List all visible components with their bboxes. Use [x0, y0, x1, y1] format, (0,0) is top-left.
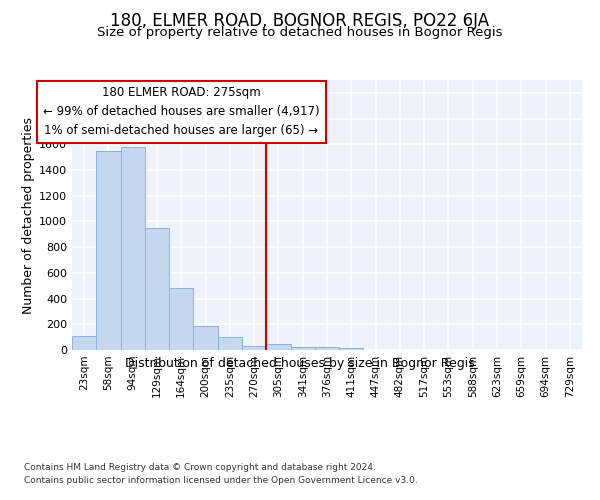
Bar — [121, 147, 145, 350]
Bar — [242, 346, 266, 350]
Bar — [266, 344, 290, 350]
Bar — [169, 288, 193, 350]
Text: Contains HM Land Registry data © Crown copyright and database right 2024.: Contains HM Land Registry data © Crown c… — [24, 462, 376, 471]
Bar — [193, 326, 218, 350]
Text: Size of property relative to detached houses in Bognor Regis: Size of property relative to detached ho… — [97, 26, 503, 39]
Text: 180, ELMER ROAD, BOGNOR REGIS, PO22 6JA: 180, ELMER ROAD, BOGNOR REGIS, PO22 6JA — [110, 12, 490, 30]
Bar — [218, 337, 242, 350]
Text: Distribution of detached houses by size in Bognor Regis: Distribution of detached houses by size … — [125, 358, 475, 370]
Bar — [290, 347, 315, 350]
Bar — [339, 348, 364, 350]
Text: Contains public sector information licensed under the Open Government Licence v3: Contains public sector information licen… — [24, 476, 418, 485]
Bar — [96, 150, 121, 350]
Bar — [315, 348, 339, 350]
Bar — [72, 336, 96, 350]
Y-axis label: Number of detached properties: Number of detached properties — [22, 116, 35, 314]
Bar — [145, 228, 169, 350]
Text: 180 ELMER ROAD: 275sqm
← 99% of detached houses are smaller (4,917)
1% of semi-d: 180 ELMER ROAD: 275sqm ← 99% of detached… — [43, 86, 320, 138]
